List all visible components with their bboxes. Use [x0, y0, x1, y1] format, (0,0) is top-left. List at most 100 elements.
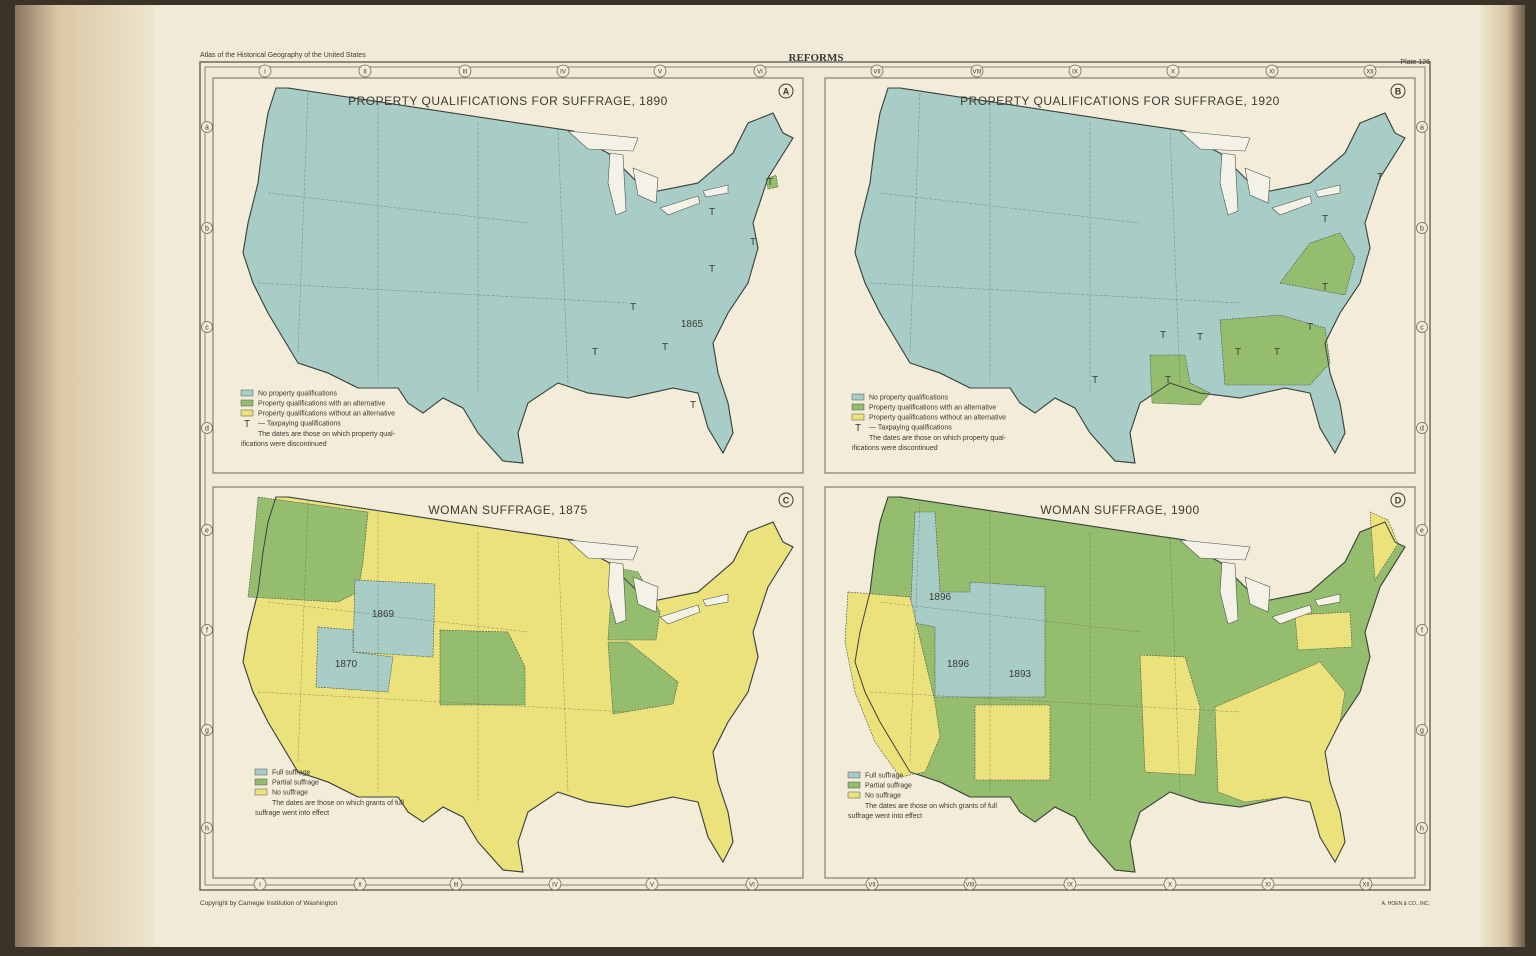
column-label: IX [1072, 70, 1078, 76]
legend-note: The dates are those on which property qu… [258, 431, 396, 438]
legend-swatch [847, 791, 861, 799]
map-label: T [1165, 375, 1171, 386]
state-region [352, 579, 436, 658]
row-marker [1416, 121, 1428, 133]
lake [632, 576, 659, 613]
lake [567, 539, 639, 561]
legend-note: suffrage went into effect [848, 813, 922, 820]
legend-swatch [847, 771, 861, 779]
column-label: IX [1067, 883, 1073, 889]
row-marker [1416, 524, 1428, 536]
legend-label: No suffrage [272, 790, 308, 797]
legend-label: Property qualifications without an alter… [258, 411, 395, 418]
state-boundary [879, 601, 1141, 633]
row-label: d [1420, 426, 1424, 433]
state-boundary [257, 691, 629, 713]
legend-swatch [254, 778, 268, 786]
row-label: g [205, 728, 209, 735]
row-marker [1416, 422, 1428, 434]
lake [702, 184, 729, 198]
state-boundary [297, 92, 309, 354]
row-marker [1416, 724, 1428, 736]
lake [1244, 167, 1271, 204]
lake [1179, 130, 1251, 152]
column-label: VI [757, 70, 763, 76]
column-marker [556, 64, 570, 78]
state-region [1279, 232, 1356, 296]
column-label: V [658, 70, 662, 76]
lake [607, 561, 627, 625]
lake [1271, 604, 1313, 625]
state-boundary [267, 601, 529, 633]
map-label: 1896 [947, 659, 970, 670]
row-label: f [1421, 628, 1423, 635]
atlas-title: Atlas of the Historical Geography of the… [200, 52, 366, 59]
map-label: 1869 [372, 609, 395, 620]
country-border [854, 496, 1406, 873]
legend-label: Property qualifications with an alternat… [869, 405, 996, 412]
column-marker [970, 64, 984, 78]
map-letter-circle [778, 492, 794, 508]
legend-note: ifications were discontinued [241, 441, 327, 448]
lake [1179, 539, 1251, 561]
plate-title: REFORMS [789, 52, 844, 64]
state-region [607, 641, 679, 715]
column-label: XI [1269, 70, 1275, 76]
legend-label: No property qualifications [258, 391, 337, 398]
map-label: T [1377, 172, 1383, 183]
lake [1219, 561, 1239, 625]
column-marker [1166, 64, 1180, 78]
map-label: 1896 [929, 592, 952, 603]
column-label: X [1171, 70, 1175, 76]
map-label: T [1274, 347, 1280, 358]
map-label: T [1307, 322, 1313, 333]
column-label: III [453, 883, 458, 889]
column-marker [870, 64, 884, 78]
state-boundary [557, 127, 569, 384]
row-label: d [205, 426, 209, 433]
legend-label: — Taxpaying qualifications [869, 425, 952, 432]
map-title: PROPERTY QUALIFICATIONS FOR SUFFRAGE, 19… [960, 94, 1280, 108]
state-boundary [879, 192, 1141, 224]
map-title: PROPERTY QUALIFICATIONS FOR SUFFRAGE, 18… [348, 94, 668, 108]
printer: A. HOEN & CO., INC. [1382, 901, 1430, 907]
row-marker [1416, 624, 1428, 636]
legend-label: Partial suffrage [865, 783, 912, 790]
state-region [844, 591, 941, 778]
map-label: 1865 [681, 319, 704, 330]
legend-label: Full suffrage [272, 770, 310, 777]
row-label: b [205, 226, 209, 233]
lake [632, 167, 659, 204]
legend-symbol: T [244, 419, 250, 430]
column-marker [1068, 64, 1082, 78]
page-edges-right [1480, 5, 1525, 947]
lake [607, 152, 627, 216]
column-marker [753, 64, 767, 78]
lake [1244, 576, 1271, 613]
state-boundary [909, 92, 921, 354]
state-boundary [257, 282, 629, 304]
row-marker [1416, 321, 1428, 333]
lake [659, 195, 701, 216]
copyright: Copyright by Carnegie Institution of Was… [200, 900, 338, 907]
legend-swatch [240, 409, 254, 417]
legend-label: No property qualifications [869, 395, 948, 402]
legend-note: The dates are those on which grants of f… [865, 803, 997, 810]
country-border [242, 87, 794, 464]
row-label: c [1420, 325, 1424, 332]
column-label: I [259, 883, 261, 889]
legend-swatch [254, 768, 268, 776]
state-region [247, 496, 369, 603]
lake [1271, 195, 1313, 216]
map-label: T [709, 264, 715, 275]
lake [1219, 152, 1239, 216]
map: 1869 1870 [242, 496, 794, 873]
column-label: II [358, 883, 362, 889]
row-marker [1416, 822, 1428, 834]
row-marker [1416, 222, 1428, 234]
column-label: I [264, 70, 266, 76]
column-label: VIII [965, 883, 974, 889]
country-border [854, 87, 1406, 464]
map-letter: D [1395, 496, 1402, 506]
